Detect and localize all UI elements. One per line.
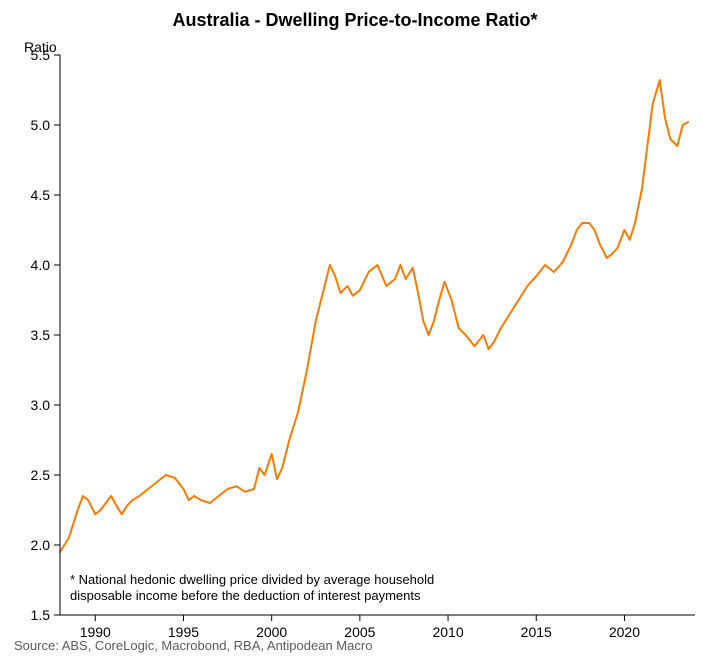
y-tick-label: 4.5: [31, 187, 51, 203]
x-tick-label: 2010: [432, 624, 463, 640]
y-tick-label: 5.5: [31, 47, 51, 63]
chart-container: Australia - Dwelling Price-to-Income Rat…: [0, 0, 710, 660]
chart-title: Australia - Dwelling Price-to-Income Rat…: [172, 10, 537, 30]
y-tick-label: 3.5: [31, 327, 51, 343]
price-to-income-line: [60, 80, 688, 552]
y-tick-label: 2.0: [31, 537, 51, 553]
y-tick-label: 2.5: [31, 467, 51, 483]
footnote-line-1: * National hedonic dwelling price divide…: [70, 572, 434, 587]
footnote-line-2: disposable income before the deduction o…: [70, 588, 421, 603]
x-tick-label: 2015: [521, 624, 552, 640]
source-text: Source: ABS, CoreLogic, Macrobond, RBA, …: [14, 638, 372, 653]
y-tick-label: 4.0: [31, 257, 51, 273]
chart-svg: Australia - Dwelling Price-to-Income Rat…: [0, 0, 710, 660]
y-axis: 1.5 2.0 2.5 3.0 3.5 4.0 4.5 5.0 5.5: [31, 47, 60, 623]
x-axis: 1990199520002005201020152020: [80, 615, 641, 640]
x-tick-label: 2020: [609, 624, 640, 640]
y-tick-label: 5.0: [31, 117, 51, 133]
y-tick-label: 3.0: [31, 397, 51, 413]
y-tick-label: 1.5: [31, 607, 51, 623]
